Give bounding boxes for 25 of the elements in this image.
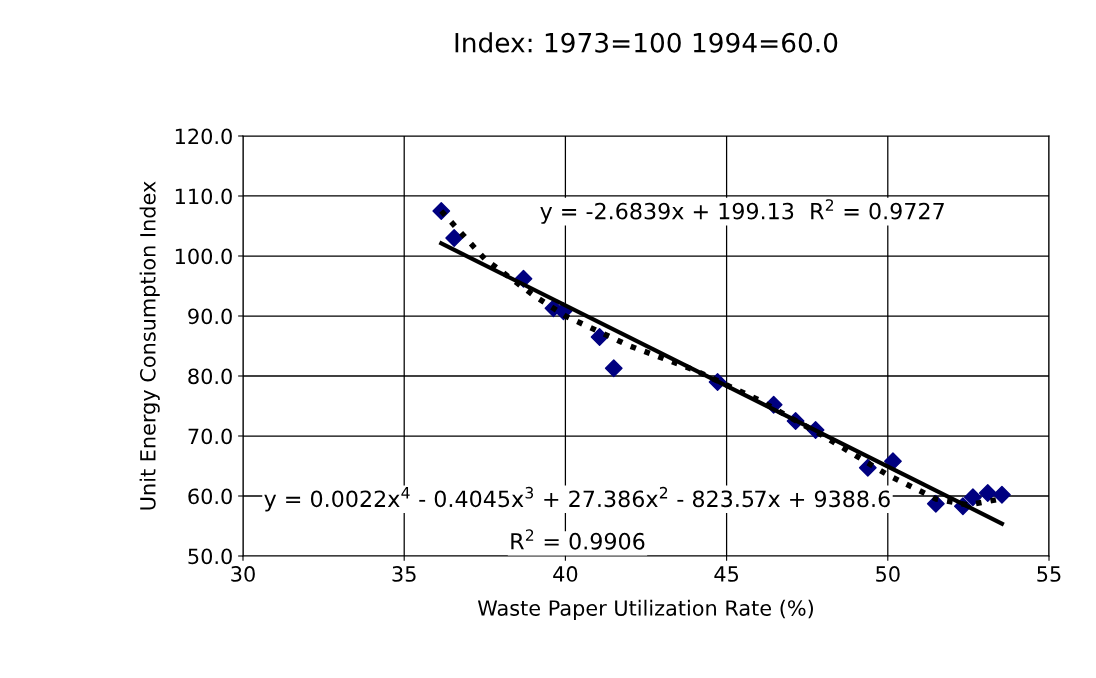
point	[978, 484, 997, 502]
y-tick-label: 60.0	[188, 488, 232, 505]
y-tick-label: 110.0	[175, 188, 232, 205]
x-axis-title: Waste Paper Utilization Rate (%)	[477, 599, 813, 620]
point	[445, 229, 464, 247]
x-tick-label: 30	[231, 566, 255, 582]
x-tick-label: 45	[714, 566, 739, 582]
chart-title: Index: 1973=100 1994=60.0	[455, 32, 838, 53]
y-tick-label: 90.0	[188, 308, 232, 325]
annotation: y = -2.6839x + 199.13 R$^{2}$ = 0.9727	[540, 199, 944, 224]
x-tick-label: 40	[553, 566, 578, 582]
annotation: R$^{2}$ = 0.9906	[511, 529, 645, 550]
x-tick-label: 35	[392, 566, 416, 582]
y-tick-label: 50.0	[188, 548, 232, 565]
y-tick-label: 70.0	[188, 428, 232, 445]
point	[993, 485, 1011, 504]
point	[964, 488, 982, 507]
y-axis-title: Unit Energy Consumption Index	[139, 181, 160, 510]
point	[604, 359, 623, 378]
y-tick-label: 120.0	[175, 128, 232, 145]
y-tick-label: 80.0	[188, 368, 232, 385]
y-tick-label: 100.0	[175, 248, 232, 265]
x-tick-label: 55	[1037, 566, 1061, 582]
annotation: y = 0.0022x$^{4}$ - 0.4045x$^{3}$ + 27.386x$^{2}$ - 823.57x + 9388.6	[264, 486, 890, 512]
x-tick-label: 50	[876, 566, 900, 582]
